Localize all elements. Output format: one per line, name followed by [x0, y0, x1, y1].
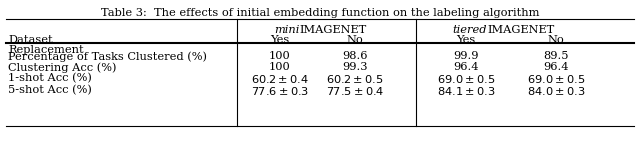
Text: $60.2 \pm 0.5$: $60.2 \pm 0.5$	[326, 73, 384, 85]
Text: $77.6 \pm 0.3$: $77.6 \pm 0.3$	[251, 85, 309, 97]
Text: 89.5: 89.5	[543, 51, 569, 61]
Text: IMAGENET: IMAGENET	[487, 25, 554, 35]
Text: Clustering Acc (%): Clustering Acc (%)	[8, 62, 116, 73]
Text: 98.6: 98.6	[342, 51, 368, 61]
Text: IMAGENET: IMAGENET	[300, 25, 367, 35]
Text: 96.4: 96.4	[453, 62, 479, 72]
Text: 1-shot Acc (%): 1-shot Acc (%)	[8, 73, 92, 83]
Text: $84.0 \pm 0.3$: $84.0 \pm 0.3$	[527, 85, 585, 97]
Text: No: No	[347, 35, 364, 45]
Text: Dataset: Dataset	[8, 35, 52, 45]
Text: Percentage of Tasks Clustered (%): Percentage of Tasks Clustered (%)	[8, 51, 207, 62]
Text: Table 3:  The effects of initial embedding function on the labeling algorithm: Table 3: The effects of initial embeddin…	[100, 8, 540, 18]
Text: $77.5 \pm 0.4$: $77.5 \pm 0.4$	[326, 85, 384, 97]
Text: Replacement: Replacement	[8, 45, 84, 55]
Text: 100: 100	[269, 62, 291, 72]
Text: 5-shot Acc (%): 5-shot Acc (%)	[8, 85, 92, 95]
Text: $69.0 \pm 0.5$: $69.0 \pm 0.5$	[437, 73, 495, 85]
Text: Yes: Yes	[270, 35, 290, 45]
Text: Yes: Yes	[456, 35, 476, 45]
Text: 96.4: 96.4	[543, 62, 569, 72]
Text: $69.0 \pm 0.5$: $69.0 \pm 0.5$	[527, 73, 585, 85]
Text: No: No	[548, 35, 564, 45]
Text: $84.1 \pm 0.3$: $84.1 \pm 0.3$	[436, 85, 495, 97]
Text: $60.2 \pm 0.4$: $60.2 \pm 0.4$	[251, 73, 309, 85]
Text: 99.3: 99.3	[342, 62, 368, 72]
Text: 100: 100	[269, 51, 291, 61]
Text: 99.9: 99.9	[453, 51, 479, 61]
Text: tiered: tiered	[452, 25, 487, 35]
Text: mini: mini	[274, 25, 300, 35]
